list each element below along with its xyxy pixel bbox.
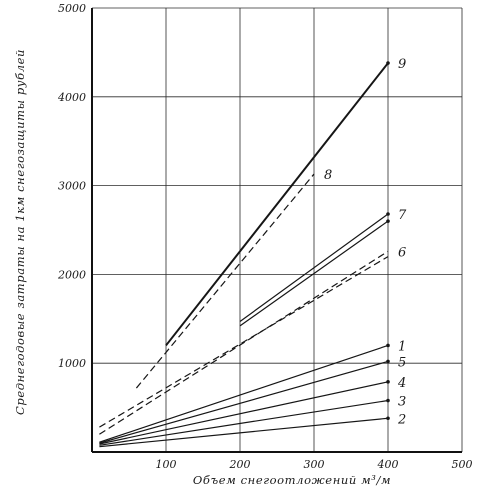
series-label-6: 6 [398, 245, 406, 260]
x-tick-label-2: 300 [304, 458, 325, 471]
series-label-8: 8 [324, 168, 332, 183]
series-lines [99, 61, 390, 448]
series-label-1: 1 [398, 339, 406, 354]
y-tick-label-2: 3000 [58, 180, 86, 193]
series-point-9-10 [386, 61, 390, 65]
series-line-6-6 [99, 256, 389, 428]
series-label-7: 7 [398, 208, 407, 223]
series-line-8-9 [135, 173, 315, 389]
series-line-1-0 [99, 344, 389, 443]
series-labels: 1 2 3 4 5 6 7 8 9 [324, 57, 407, 427]
series-label-4: 4 [397, 376, 406, 391]
x-tick-label-3: 400 [377, 458, 399, 471]
grid [92, 7, 463, 452]
x-tick-label-0: 100 [156, 458, 177, 471]
series-point-3-2 [386, 398, 390, 403]
series-point-7-7 [386, 212, 390, 216]
series-line-3-2 [99, 399, 389, 446]
x-tick-label-4: 500 [452, 458, 473, 471]
y-tick-label-1: 2000 [57, 268, 86, 281]
series-line-6-5 [99, 250, 389, 435]
series-line-5-4 [99, 360, 389, 444]
series-label-2: 2 [397, 412, 406, 427]
series-point-2-1 [386, 416, 390, 421]
series-point-1-0 [386, 343, 390, 348]
series-line-7-7 [239, 213, 389, 322]
y-tick-label-0: 1000 [58, 357, 86, 370]
y-axis-title: Среднегодовые затраты на 1км снегозащиты… [13, 49, 27, 415]
series-label-3: 3 [398, 394, 406, 409]
series-line-4-3 [99, 381, 389, 445]
series-line-9-10 [165, 62, 389, 347]
series-point-7-8 [386, 219, 390, 223]
series-line-2-1 [99, 417, 389, 448]
y-tick-label-4: 5000 [58, 2, 86, 15]
series-label-5: 5 [398, 355, 406, 370]
series-point-4-3 [386, 380, 390, 384]
x-tick-label-1: 200 [229, 458, 251, 471]
axes [91, 8, 462, 453]
x-axis-title: Объем снегоотложений м³/м [193, 473, 391, 487]
series-label-9: 9 [398, 57, 406, 72]
y-tick-label-3: 4000 [57, 91, 86, 104]
series-point-5-4 [386, 359, 390, 364]
tick-labels: 100 200 300 400 500 1000 2000 3000 4000 5000 [57, 2, 473, 471]
series-line-7-8 [239, 220, 389, 327]
